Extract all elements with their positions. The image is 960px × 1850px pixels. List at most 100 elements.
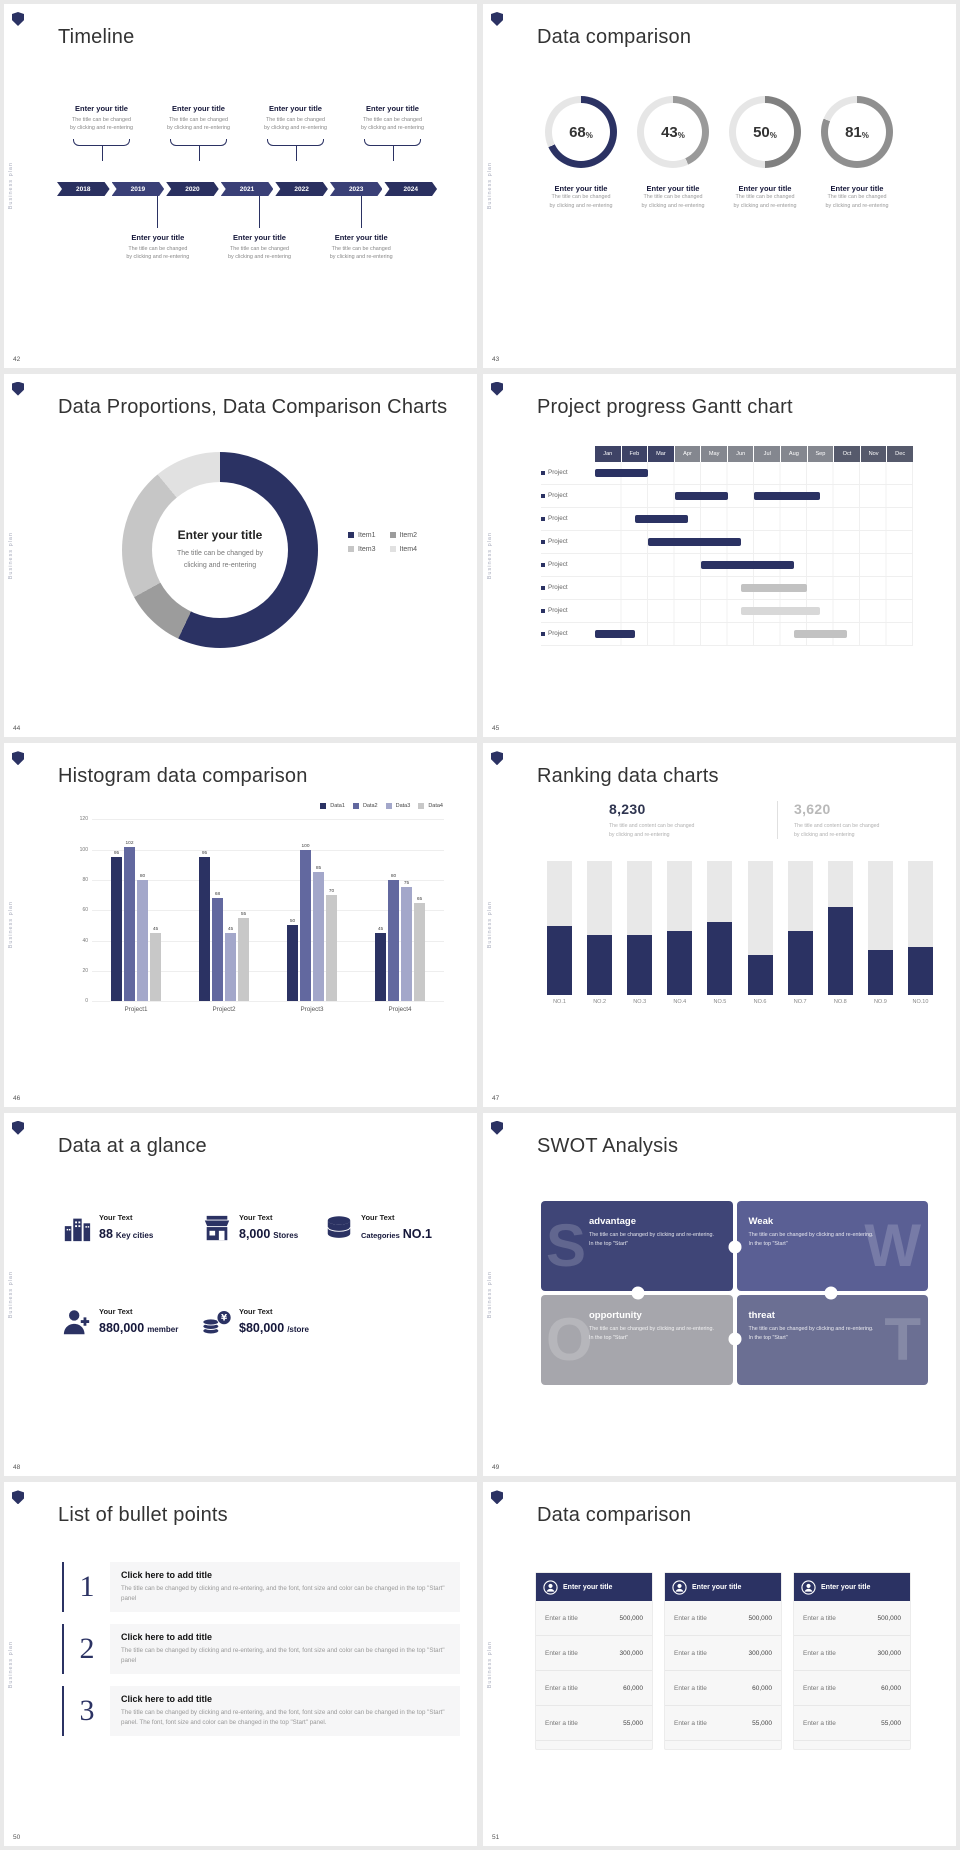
legend-swatch	[389, 532, 396, 539]
row-value: 60,000	[623, 1684, 643, 1692]
quadrant-text: The title can be changed by clicking and…	[748, 1325, 874, 1341]
gantt-month: Jul	[754, 445, 781, 462]
ranking-bar	[787, 930, 813, 996]
gantt-row-label: Project	[548, 607, 568, 615]
item-text: by clicking and re-entering	[70, 125, 133, 132]
histogram-bar	[137, 879, 148, 1002]
histogram-bar	[300, 849, 311, 1002]
brand-shield-icon	[491, 381, 503, 396]
x-axis-label: Project3	[300, 1006, 324, 1014]
bar-value-label: 55	[240, 911, 247, 917]
x-axis-label: Project2	[212, 1006, 236, 1014]
slide-swot[interactable]: Business plan SWOT Analysis S advantage …	[483, 1112, 956, 1477]
bullet-content[interactable]: Click here to add title The title can be…	[110, 1562, 460, 1613]
gantt-row-label: Project	[548, 538, 568, 546]
column-header: Enter your title	[536, 1573, 652, 1602]
item-label: Your Text	[99, 1212, 133, 1222]
slide-bullets[interactable]: Business plan List of bullet points 1 Cl…	[4, 1482, 477, 1846]
x-axis-label: Project1	[124, 1006, 148, 1014]
bullet-text: The title can be changed by clicking and…	[121, 1709, 445, 1726]
gridline	[92, 879, 444, 881]
table-row: Enter a title 300,000	[794, 1636, 910, 1672]
bullet-number: 1	[62, 1562, 110, 1613]
ranking-column: NO.6	[747, 861, 773, 1019]
ranking-label: NO.9	[873, 999, 887, 1006]
slide-title: Data at a glance	[58, 1134, 207, 1157]
timeline-year: 2022	[275, 182, 328, 196]
page-number: 51	[492, 1834, 500, 1841]
bar-value-label: 95	[113, 851, 120, 857]
item-label: Your Text	[239, 1306, 273, 1316]
bracket-connector	[73, 138, 130, 161]
row-label: Enter a title	[803, 1719, 836, 1727]
ranking-column: NO.8	[827, 861, 853, 1019]
slide-timeline[interactable]: Business plan Timeline Enter your title …	[4, 4, 477, 368]
legend-item: Item1	[348, 532, 376, 539]
gridline	[92, 819, 444, 821]
brand-shield-icon	[12, 751, 24, 766]
item-suffix: /store	[287, 1324, 309, 1334]
progress-ring: 81 %	[821, 96, 893, 168]
gantt-bar	[674, 491, 728, 500]
column-title: Enter your title	[692, 1583, 742, 1591]
stat-item-categories: Your Text Categories NO.1	[324, 1213, 474, 1243]
donut-center-text: The title can be changed by	[176, 550, 263, 558]
gantt-row: Project	[541, 622, 913, 646]
slide-title: Data comparison	[537, 1504, 692, 1527]
timeline-year: 2019	[112, 182, 165, 196]
timeline-item: Enter your title The title can be change…	[154, 104, 243, 161]
comparison-column: Enter your title Enter a title 500,000 E…	[664, 1572, 782, 1751]
project-bullet-icon	[541, 539, 545, 544]
legend-item: Data3	[385, 803, 410, 810]
project-bullet-icon	[541, 562, 545, 567]
bullet-heading: Click here to add title	[121, 1694, 213, 1705]
progress-ring-item: 50 % Enter your title The title can be c…	[725, 96, 805, 210]
slide-title: Histogram data comparison	[58, 765, 308, 788]
bullet-content[interactable]: Click here to add title The title can be…	[110, 1624, 460, 1675]
legend-swatch	[348, 546, 354, 553]
comparison-column: Enter your title Enter a title 500,000 E…	[535, 1572, 653, 1751]
row-value: 55,000	[623, 1719, 643, 1727]
slide-title: Ranking data charts	[537, 765, 719, 788]
slide-glance[interactable]: Business plan Data at a glance Your Text…	[4, 1112, 477, 1477]
slide-ranking[interactable]: Business plan Ranking data charts 8,230 …	[483, 743, 956, 1107]
row-label: Enter a title	[803, 1684, 836, 1692]
legend-swatch	[352, 803, 359, 810]
gantt-month: Aug	[781, 445, 807, 462]
gantt-bar	[595, 468, 648, 477]
table-row: Enter a title 300,000	[665, 1636, 781, 1672]
person-badge-icon	[801, 1580, 816, 1595]
ranking-column: NO.1	[547, 861, 572, 1019]
legend-label: Item2	[399, 531, 418, 539]
bullet-number: 2	[62, 1624, 110, 1675]
slide-gantt[interactable]: Business plan Project progress Gantt cha…	[483, 373, 956, 738]
item-text: by clicking and re-entering	[733, 202, 797, 209]
slide-histogram[interactable]: Business plan Histogram data comparison …	[4, 743, 477, 1107]
item-value: NO.1	[402, 1226, 432, 1241]
item-label: Your Text	[239, 1212, 273, 1222]
progress-ring-item: 68 % Enter your title The title can be c…	[541, 96, 621, 210]
row-value: 300,000	[619, 1649, 644, 1657]
page-number: 46	[13, 1094, 21, 1102]
slide-donut[interactable]: Business plan Data Proportions, Data Com…	[4, 373, 477, 738]
table-row: Enter a title 500,000	[665, 1601, 781, 1637]
slide-data-table[interactable]: Business plan Data comparison Enter your…	[483, 1482, 956, 1846]
gantt-month: Sep	[807, 445, 834, 462]
legend-swatch	[385, 803, 392, 810]
brand-shield-icon	[491, 751, 503, 766]
bullet-list: 1 Click here to add title The title can …	[62, 1562, 460, 1748]
histogram-bar	[388, 879, 399, 1002]
bullet-content[interactable]: Click here to add title The title can be…	[110, 1686, 460, 1736]
item-title: Enter your title	[646, 184, 700, 193]
x-axis-label: Project4	[388, 1006, 412, 1014]
slide-ring-comparison[interactable]: Business plan Data comparison 68 % Enter…	[483, 4, 956, 368]
stat-item-stores: Your Text 8,000 Stores	[202, 1213, 324, 1243]
histogram-bar	[326, 895, 337, 1002]
ring-unit: %	[677, 131, 685, 140]
gridline	[92, 1001, 444, 1003]
bar-value-label: 45	[227, 926, 234, 932]
timeline-top-items: Enter your title The title can be change…	[57, 104, 437, 161]
swot-quadrant-3: T threat The title can be changed by cli…	[736, 1294, 928, 1385]
bullet-item: 1 Click here to add title The title can …	[62, 1562, 460, 1613]
swot-quadrant-0: S advantage The title can be changed by …	[541, 1200, 733, 1291]
